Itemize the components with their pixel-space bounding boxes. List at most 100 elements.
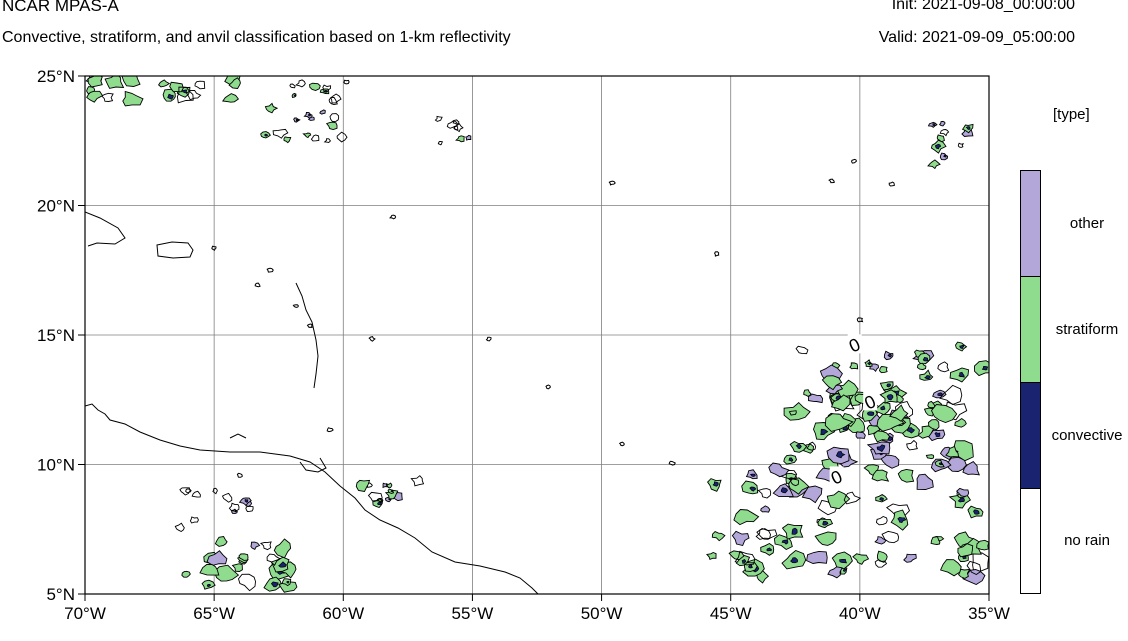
precip-cell xyxy=(916,473,934,490)
precip-cell xyxy=(731,530,750,547)
contour-label-bg xyxy=(829,466,844,486)
contour-labels: 000 xyxy=(828,334,879,488)
precip-cell xyxy=(855,431,866,439)
precip-cell xyxy=(788,410,797,416)
precip-cell xyxy=(871,469,890,482)
init-time: Init: 2021-09-08_00:00:00 xyxy=(891,0,1075,13)
convective-core xyxy=(935,143,942,150)
precip-cell xyxy=(122,90,144,107)
convective-core xyxy=(795,444,802,449)
puerto-rico-coast xyxy=(156,241,194,259)
convective-core xyxy=(973,509,980,515)
small-cell xyxy=(292,304,300,308)
small-cell xyxy=(236,472,243,478)
contour-label-bg xyxy=(863,391,878,411)
small-cell xyxy=(828,178,835,184)
precip-cell xyxy=(927,400,936,409)
lat-tick-label: 25°N xyxy=(37,67,75,86)
precip-cell xyxy=(879,454,900,469)
precip-cell xyxy=(386,482,393,489)
precip-cell xyxy=(852,553,870,565)
convective-core xyxy=(788,457,794,462)
precip-cell xyxy=(250,541,261,551)
figure-subtitle: Convective, stratiform, and anvil classi… xyxy=(2,29,511,46)
precip-cell xyxy=(874,559,888,568)
precip-cell xyxy=(937,361,950,373)
precip-cell xyxy=(295,79,306,88)
precip-cell xyxy=(382,482,389,489)
convective-core xyxy=(879,497,884,502)
precip-cell xyxy=(174,522,185,533)
colorbar xyxy=(1020,170,1041,594)
precip-cell xyxy=(465,134,472,141)
small-cell xyxy=(856,317,864,323)
lon-tick-label: 45°W xyxy=(710,604,752,623)
longitude-labels: 70°W 65°W 60°W 55°W 50°W 45°W 40°W 35°W xyxy=(64,604,1010,623)
convective-core xyxy=(206,583,212,587)
lon-tick-label: 50°W xyxy=(581,604,623,623)
precip-cell xyxy=(706,552,717,560)
precip-cell xyxy=(302,132,312,139)
precip-cell xyxy=(283,136,292,144)
convective-core xyxy=(244,499,249,503)
convective-core xyxy=(748,563,753,569)
lon-tick-label: 60°W xyxy=(322,604,364,623)
precip-cell xyxy=(228,77,241,89)
precip-cell xyxy=(808,393,824,404)
legend-label-other: other xyxy=(1069,215,1105,232)
precip-cell xyxy=(930,536,941,545)
precip-cell xyxy=(336,131,348,143)
precip-cell xyxy=(325,121,338,130)
precip-cell xyxy=(228,502,240,512)
convective-core xyxy=(958,371,965,378)
precip-cell xyxy=(264,102,279,114)
colorbar-stratiform xyxy=(1021,277,1040,383)
lat-tick-label: 20°N xyxy=(37,197,75,216)
small-cell xyxy=(368,336,376,342)
convective-core xyxy=(749,473,756,477)
precip-cell xyxy=(939,559,962,577)
precip-cell xyxy=(273,538,292,559)
convective-core xyxy=(880,405,886,411)
lat-tick-label: 15°N xyxy=(37,326,75,345)
precip-cell xyxy=(221,492,233,503)
convective-core xyxy=(308,113,311,117)
convective-core xyxy=(937,392,943,396)
precip-cell xyxy=(814,531,837,546)
precip-cell xyxy=(768,462,790,478)
convective-core xyxy=(791,527,798,535)
precip-cell xyxy=(821,375,843,391)
convective-core xyxy=(270,581,279,588)
convective-core xyxy=(866,411,875,416)
precip-cell xyxy=(199,564,220,576)
precip-cell xyxy=(760,505,771,513)
convective-core xyxy=(766,547,772,552)
small-cell xyxy=(618,441,625,447)
precip-cell xyxy=(309,82,321,91)
valid-time: Valid: 2021-09-09_05:00:00 xyxy=(878,29,1075,46)
precip-cell xyxy=(86,90,104,103)
precip-cell xyxy=(939,129,950,137)
small-cell xyxy=(254,282,261,288)
precip-cell xyxy=(181,570,191,578)
precip-cell xyxy=(121,76,141,87)
precip-cell xyxy=(954,417,967,428)
small-cell xyxy=(888,181,895,187)
precip-cell xyxy=(756,527,778,540)
precip-cell xyxy=(806,550,828,564)
convective-core xyxy=(957,497,965,503)
margarita-coast xyxy=(229,433,247,439)
precip-cell xyxy=(957,142,965,148)
convective-core xyxy=(286,580,290,584)
precip-cell xyxy=(307,115,315,121)
precip-cell xyxy=(734,550,756,566)
small-cell xyxy=(485,336,492,342)
convective-core xyxy=(924,375,931,380)
small-cell xyxy=(326,427,334,433)
small-cell xyxy=(266,267,274,273)
precip-cell xyxy=(903,553,917,563)
precip-cell xyxy=(976,539,989,551)
precip-cell xyxy=(733,509,760,526)
precip-cell xyxy=(826,490,851,510)
